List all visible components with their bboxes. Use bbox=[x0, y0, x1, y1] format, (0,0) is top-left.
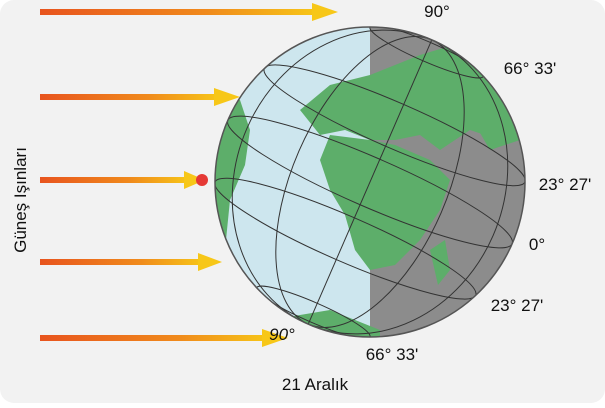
label-north-pole: 90° bbox=[424, 2, 450, 21]
label-cancer: 23° 27' bbox=[539, 175, 592, 194]
sun-point bbox=[196, 174, 208, 186]
label-capricorn: 23° 27' bbox=[491, 296, 544, 315]
ray bbox=[40, 329, 288, 347]
ray bbox=[40, 171, 205, 189]
label-arctic: 66° 33' bbox=[504, 59, 557, 78]
ray bbox=[40, 253, 222, 271]
caption: 21 Aralık bbox=[282, 375, 349, 394]
label-equator: 0° bbox=[529, 235, 545, 254]
sun-rays bbox=[40, 3, 338, 347]
label-antarctic: 66° 33' bbox=[366, 345, 419, 364]
side-title: Güneş Işınları bbox=[11, 147, 30, 253]
label-south-pole: 90° bbox=[269, 325, 295, 344]
ray bbox=[40, 3, 338, 21]
grid-line bbox=[307, 39, 433, 325]
globe-outline bbox=[214, 26, 526, 338]
ray bbox=[40, 88, 240, 106]
